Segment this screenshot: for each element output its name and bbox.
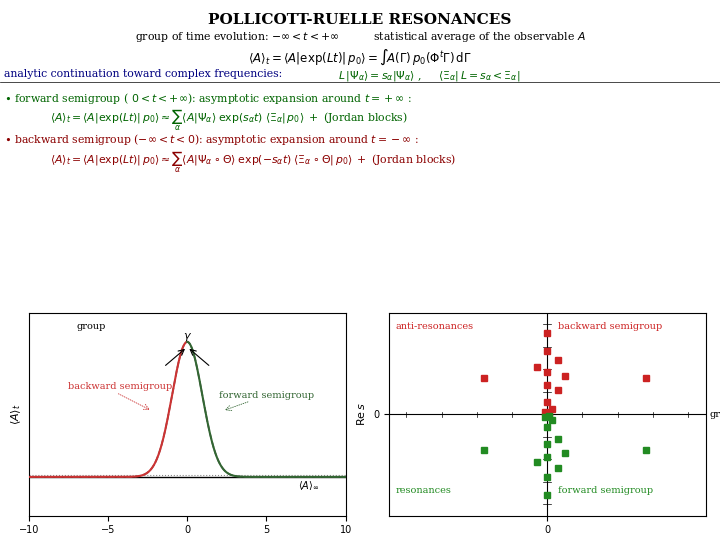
Text: group: group bbox=[709, 410, 720, 419]
Text: group: group bbox=[76, 322, 106, 332]
Text: $\bullet$ forward semigroup ( $0 < t < +\infty$): asymptotic expansion around $t: $\bullet$ forward semigroup ( $0 < t < +… bbox=[4, 91, 412, 106]
Text: analytic continuation toward complex frequencies:: analytic continuation toward complex fre… bbox=[4, 69, 282, 79]
Text: $L\,|\Psi_\alpha\rangle = s_\alpha|\Psi_\alpha\rangle$ ,     $\langle\Xi_\alpha|: $L\,|\Psi_\alpha\rangle = s_\alpha|\Psi_… bbox=[338, 69, 521, 83]
Text: anti-resonances: anti-resonances bbox=[396, 322, 474, 331]
Y-axis label: $\mathrm{Re}\,s$: $\mathrm{Re}\,s$ bbox=[356, 402, 367, 427]
Text: group of time evolution: $-\infty < t < +\infty$          statistical average of: group of time evolution: $-\infty < t < … bbox=[135, 30, 585, 44]
Text: forward semigroup: forward semigroup bbox=[219, 390, 314, 400]
Text: POLLICOTT-RUELLE RESONANCES: POLLICOTT-RUELLE RESONANCES bbox=[208, 14, 512, 28]
Text: $\bullet$ backward semigroup ($-\infty < t < 0$): asymptotic expansion around $t: $\bullet$ backward semigroup ($-\infty <… bbox=[4, 132, 418, 147]
Text: $\langle A\rangle_t = \langle A|\exp(Lt)|\,p_0\rangle\approx\sum_\alpha\langle A: $\langle A\rangle_t = \langle A|\exp(Lt)… bbox=[50, 150, 456, 176]
Text: $\gamma$: $\gamma$ bbox=[183, 330, 192, 342]
Text: $\langle A\rangle_\infty$: $\langle A\rangle_\infty$ bbox=[298, 480, 320, 492]
Text: $\langle A\rangle_t = \langle A|\exp(Lt)|\,p_0\rangle\approx\sum_\alpha\langle A: $\langle A\rangle_t = \langle A|\exp(Lt)… bbox=[50, 108, 408, 133]
Text: backward semigroup: backward semigroup bbox=[558, 322, 662, 331]
Text: $\langle A\rangle_t = \langle A|\exp(Lt)|\,p_0\rangle = \int\!A(\Gamma)\,p_0(\Ph: $\langle A\rangle_t = \langle A|\exp(Lt)… bbox=[248, 48, 472, 67]
Y-axis label: $\langle A\rangle_t$: $\langle A\rangle_t$ bbox=[9, 403, 23, 426]
Text: forward semigroup: forward semigroup bbox=[558, 486, 653, 495]
Text: resonances: resonances bbox=[396, 486, 451, 495]
Text: backward semigroup: backward semigroup bbox=[68, 382, 173, 391]
